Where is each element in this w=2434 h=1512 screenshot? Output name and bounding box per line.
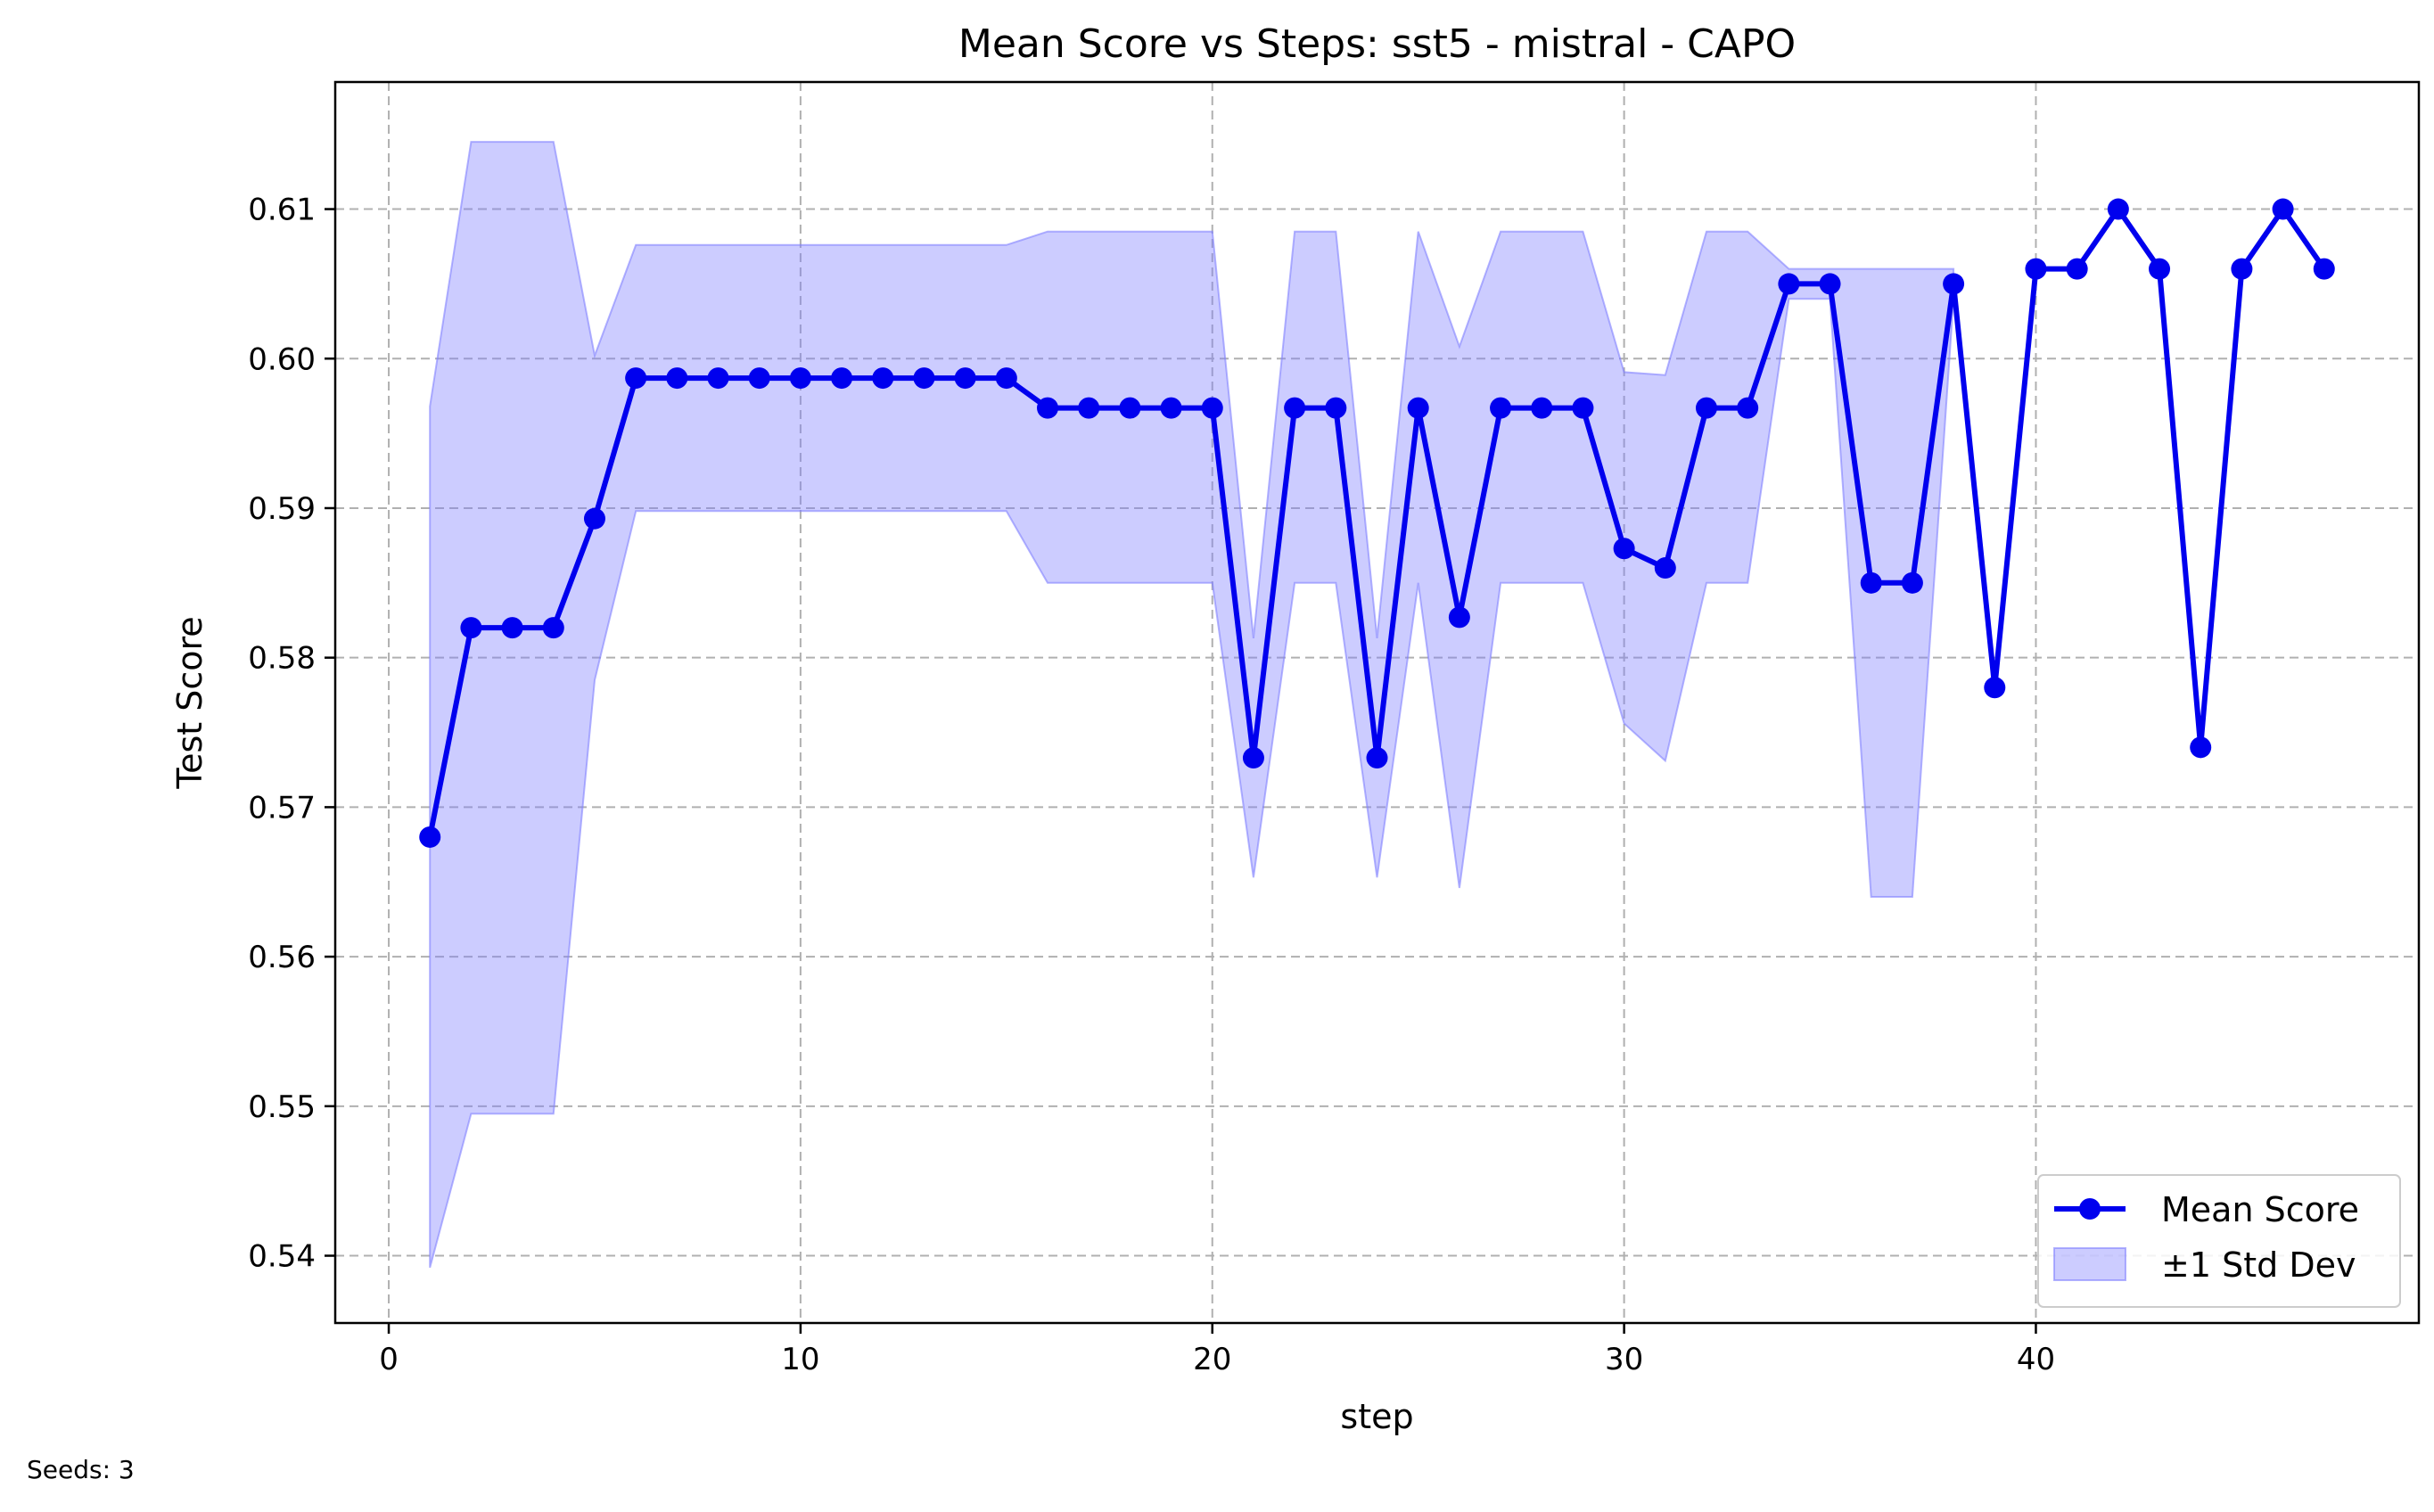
mean-score-point xyxy=(1695,397,1717,419)
mean-score-point xyxy=(625,367,647,390)
mean-score-point xyxy=(542,617,564,639)
mean-score-point xyxy=(419,826,441,848)
mean-score-point xyxy=(789,367,811,390)
mean-score-point xyxy=(831,367,853,390)
mean-score-point xyxy=(2107,198,2129,220)
mean-score-point xyxy=(2231,258,2253,280)
legend-label-std-dev: ±1 Std Dev xyxy=(2161,1245,2356,1285)
mean-score-point xyxy=(995,367,1017,390)
legend: Mean Score ±1 Std Dev xyxy=(2037,1174,2401,1308)
x-tick-label: 40 xyxy=(2017,1342,2055,1377)
y-axis-label: Test Score xyxy=(170,616,210,789)
mean-score-point xyxy=(1037,397,1059,419)
seeds-footnote: Seeds: 3 xyxy=(27,1455,135,1484)
mean-score-point xyxy=(1901,571,1923,594)
mean-score-point xyxy=(2025,258,2047,280)
mean-score-point xyxy=(1490,397,1512,419)
mean-score-point xyxy=(1284,397,1306,419)
mean-score-point xyxy=(1407,397,1429,419)
mean-score-point xyxy=(748,367,770,390)
plot-frame xyxy=(333,80,2421,1325)
x-tick-label: 20 xyxy=(1193,1342,1231,1377)
mean-score-point xyxy=(1201,397,1223,419)
mean-score-point xyxy=(1778,273,1800,295)
x-tick-label: 10 xyxy=(781,1342,819,1377)
mean-score-point xyxy=(2190,736,2212,759)
chart-title: Mean Score vs Steps: sst5 - mistral - CA… xyxy=(958,21,1796,67)
mean-score-point xyxy=(666,367,688,390)
y-tick-label: 0.55 xyxy=(248,1089,316,1125)
mean-score-point xyxy=(1943,273,1965,295)
mean-score-point xyxy=(1860,571,1882,594)
mean-score-point xyxy=(501,617,523,639)
legend-label-mean-score: Mean Score xyxy=(2161,1190,2359,1229)
mean-score-point xyxy=(1819,273,1841,295)
mean-score-point xyxy=(2313,258,2335,280)
mean-score-point xyxy=(1654,557,1676,579)
x-tick-label: 0 xyxy=(379,1342,399,1377)
mean-score-point xyxy=(1737,397,1759,419)
mean-score-point xyxy=(460,617,482,639)
mean-score-point xyxy=(2066,258,2088,280)
x-tick-label: 30 xyxy=(1605,1342,1643,1377)
mean-score-point xyxy=(913,367,935,390)
mean-score-point xyxy=(583,507,605,530)
mean-score-point xyxy=(1984,677,2006,699)
y-tick-label: 0.57 xyxy=(248,790,316,826)
y-tick-label: 0.56 xyxy=(248,940,316,975)
mean-score-point xyxy=(2272,198,2294,220)
y-tick-label: 0.61 xyxy=(248,193,316,228)
mean-score-point xyxy=(1242,747,1264,769)
mean-score-point xyxy=(1119,397,1141,419)
legend-marker-swatch xyxy=(2079,1198,2101,1220)
mean-score-point xyxy=(1366,747,1388,769)
mean-score-point xyxy=(1572,397,1594,419)
y-tick-label: 0.60 xyxy=(248,341,316,377)
axis-ticks: 0 10 20 30 40 0.54 0.55 0.56 0.57 0.58 0.59 0.60 0.6… xyxy=(248,193,2055,1377)
legend-box xyxy=(2037,1174,2401,1308)
mean-score-point xyxy=(1325,397,1347,419)
mean-score-point xyxy=(2149,258,2171,280)
y-tick-label: 0.54 xyxy=(248,1239,316,1275)
mean-score-point xyxy=(1160,397,1182,419)
x-axis-label: step xyxy=(1340,1397,1413,1436)
mean-score-point xyxy=(1078,397,1100,419)
mean-score-point xyxy=(1613,538,1635,560)
y-tick-label: 0.59 xyxy=(248,491,316,527)
mean-score-point xyxy=(954,367,976,390)
grid xyxy=(335,82,2419,1323)
mean-score-point xyxy=(1531,397,1553,419)
mean-score-point xyxy=(707,367,729,390)
mean-score-point xyxy=(1448,606,1470,629)
y-tick-label: 0.58 xyxy=(248,641,316,677)
legend-band-swatch xyxy=(2053,1247,2126,1281)
mean-score-series xyxy=(419,198,2335,848)
mean-score-point xyxy=(872,367,894,390)
